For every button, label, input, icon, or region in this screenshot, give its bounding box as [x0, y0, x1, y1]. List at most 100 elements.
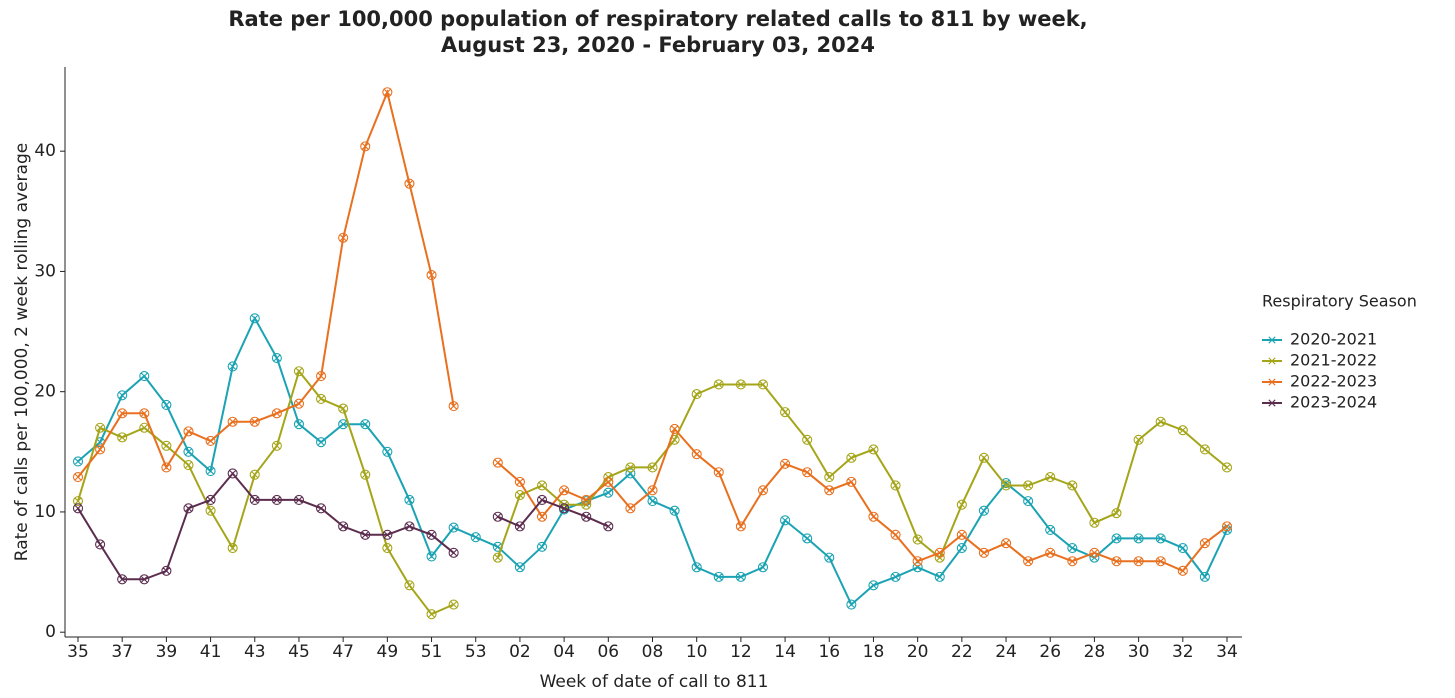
- data-point: [117, 574, 128, 585]
- data-point: [1155, 556, 1166, 567]
- data-point: [492, 511, 503, 522]
- data-point: [1155, 533, 1166, 544]
- data-point: [669, 423, 680, 435]
- data-point: [404, 580, 415, 591]
- data-point: [448, 547, 459, 558]
- data-point: [338, 403, 349, 414]
- data-point: [117, 432, 128, 443]
- data-point: [249, 469, 260, 480]
- data-point: [802, 533, 813, 544]
- data-point: [161, 440, 172, 451]
- data-point: [647, 485, 658, 496]
- data-point: [117, 390, 128, 401]
- data-point: [382, 542, 393, 554]
- data-point: [360, 469, 371, 480]
- data-point: [1000, 538, 1012, 549]
- chart-title: Rate per 100,000 population of respirato…: [228, 7, 1087, 31]
- data-point: [271, 494, 282, 505]
- data-point: [404, 178, 415, 189]
- data-point: [890, 529, 901, 540]
- data-point: [1067, 480, 1078, 491]
- data-point: [625, 503, 636, 514]
- data-point: [1111, 508, 1122, 519]
- data-point: [603, 521, 614, 532]
- data-point: [559, 503, 570, 514]
- data-point: [316, 503, 327, 514]
- data-point: [868, 444, 879, 455]
- x-tick-label: 26: [1039, 642, 1061, 662]
- x-tick-label: 51: [421, 642, 443, 662]
- data-point: [448, 522, 459, 533]
- data-point: [1111, 556, 1122, 567]
- data-point: [139, 574, 150, 585]
- data-point: [1067, 556, 1078, 567]
- data-point: [1199, 444, 1210, 455]
- data-point: [1133, 533, 1144, 544]
- data-point: [846, 476, 857, 487]
- data-point: [95, 422, 106, 433]
- y-tick-label: 30: [34, 261, 56, 281]
- x-tick-label: 24: [995, 642, 1017, 662]
- x-tick-label: 20: [907, 642, 929, 662]
- x-tick-label: 16: [818, 642, 840, 662]
- data-point: [647, 496, 658, 507]
- data-point: [1221, 521, 1233, 532]
- data-point: [846, 452, 857, 463]
- data-point: [713, 571, 724, 582]
- data-point: [426, 529, 437, 540]
- data-point: [514, 562, 525, 573]
- data-point: [183, 503, 194, 514]
- data-point: [426, 609, 437, 620]
- data-point: [382, 446, 393, 457]
- data-point: [912, 556, 923, 567]
- data-point: [72, 472, 84, 483]
- data-point: [1023, 496, 1034, 507]
- data-point: [1067, 542, 1078, 554]
- series-line: [77, 369, 1228, 616]
- data-point: [1177, 542, 1188, 554]
- data-point: [1221, 462, 1233, 473]
- data-point: [1045, 547, 1056, 558]
- data-point: [1089, 517, 1100, 528]
- data-point: [780, 515, 791, 526]
- data-point: [868, 511, 879, 522]
- data-point: [161, 565, 172, 576]
- data-point: [249, 416, 260, 427]
- data-point: [293, 419, 305, 430]
- x-axis-label: Week of date of call to 811: [540, 672, 769, 692]
- y-axis-label: Rate of calls per 100,000, 2 week rollin…: [12, 143, 32, 561]
- data-point: [934, 571, 945, 582]
- data-point: [293, 366, 305, 377]
- data-point: [1155, 416, 1166, 427]
- x-tick-label: 10: [686, 642, 708, 662]
- x-tick-label: 47: [332, 642, 354, 662]
- data-point: [978, 505, 989, 516]
- data-point: [780, 458, 791, 469]
- x-tick-label: 43: [244, 642, 266, 662]
- x-tick-label: 34: [1216, 642, 1238, 662]
- data-point: [227, 468, 238, 479]
- data-point: [1133, 434, 1144, 445]
- data-point: [581, 511, 592, 522]
- data-point: [1177, 425, 1188, 436]
- data-point: [868, 580, 879, 591]
- legend-label: 2023-2024: [1290, 393, 1377, 412]
- data-point: [691, 562, 702, 573]
- data-point: [404, 494, 415, 505]
- data-point: [205, 505, 216, 516]
- data-point: [492, 457, 503, 468]
- data-point: [514, 476, 525, 487]
- chart-subtitle: August 23, 2020 - February 03, 2024: [441, 33, 875, 57]
- series-line: [77, 89, 1228, 573]
- y-tick-label: 20: [34, 382, 56, 402]
- x-tick-label: 41: [200, 642, 222, 662]
- legend-label: 2021-2022: [1290, 351, 1377, 370]
- data-point: [271, 408, 282, 419]
- data-point: [382, 87, 393, 98]
- data-point: [117, 408, 128, 419]
- data-point: [360, 529, 371, 540]
- data-point: [183, 446, 194, 457]
- data-point: [691, 449, 702, 460]
- data-point: [360, 419, 371, 430]
- data-point: [559, 485, 570, 496]
